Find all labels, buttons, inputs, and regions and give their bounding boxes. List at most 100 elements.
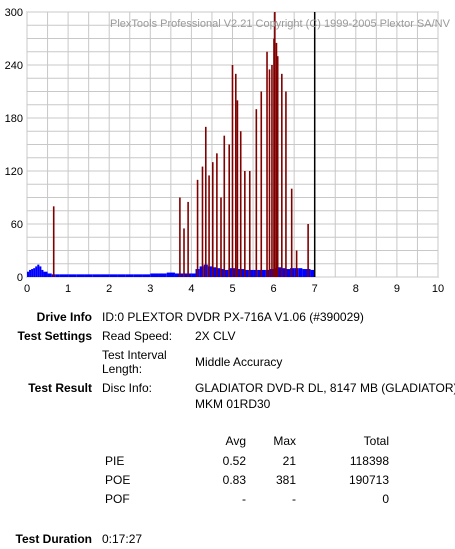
pie-bar — [39, 266, 42, 277]
pie-bar — [43, 271, 48, 277]
poe-bar — [52, 206, 55, 277]
stats-row-total: 0 — [382, 492, 389, 506]
poe-bar — [274, 12, 276, 277]
pie-bar — [228, 268, 233, 277]
poe-bar — [234, 73, 237, 277]
pie-bar — [244, 269, 249, 277]
stats-row-total: 118398 — [349, 454, 389, 468]
pie-bar — [27, 271, 30, 277]
poe-bar — [266, 51, 268, 277]
pie-bar — [302, 269, 307, 277]
stats-row-max: - — [292, 492, 296, 506]
x-tick-label: 1 — [65, 283, 71, 295]
pie-bar — [109, 274, 118, 277]
poe-bar — [211, 162, 214, 277]
test-duration-value: 0:17:27 — [102, 532, 143, 546]
pie-bar — [29, 269, 32, 277]
pie-bar — [310, 269, 315, 277]
pie-bar — [76, 274, 85, 277]
poe-bar — [244, 171, 246, 277]
y-tick-label: 240 — [5, 60, 23, 72]
x-tick-label: 3 — [147, 283, 153, 295]
pie-bar — [33, 268, 36, 277]
pie-bar — [248, 269, 254, 277]
pie-bar — [257, 269, 262, 277]
test-result-label: Test Result — [28, 381, 92, 395]
x-tick-label: 5 — [229, 283, 235, 295]
x-tick-label: 10 — [432, 283, 444, 295]
read-speed-value: 2X CLV — [195, 329, 236, 343]
stats-row-total: 190713 — [348, 473, 389, 487]
pie-bar — [277, 267, 282, 277]
poe-bar — [260, 91, 263, 277]
stats-header-avg: Avg — [225, 434, 246, 448]
poe-bar — [228, 144, 231, 277]
pie-bar — [150, 273, 159, 277]
pie-bar — [166, 272, 175, 277]
poe-bar — [295, 250, 298, 277]
poe-bar — [255, 109, 258, 278]
pie-bar — [142, 274, 151, 277]
pie-bar — [183, 273, 192, 277]
poe-bar — [183, 228, 185, 277]
y-tick-label: 180 — [5, 113, 23, 125]
pie-bar — [298, 268, 303, 277]
stats-row-max: 381 — [275, 473, 296, 487]
pie-bar — [84, 274, 93, 277]
poe-bar — [290, 188, 293, 277]
poe-bar — [187, 201, 189, 277]
pie-bar — [199, 266, 204, 277]
read-speed-label: Read Speed: — [102, 329, 173, 343]
pie-bar — [100, 274, 110, 277]
disc-info-line1: GLADIATOR DVD-R DL, 8147 MB (GLADIATOR) — [195, 381, 455, 395]
poe-bar — [223, 135, 226, 277]
stats-row-avg: 0.83 — [222, 473, 246, 487]
chart-watermark: PlexTools Professional V2.21 Copyright (… — [110, 18, 451, 30]
pie-bar — [41, 269, 44, 277]
x-tick-label: 0 — [24, 283, 30, 295]
stats-header-total: Total — [363, 434, 389, 448]
test-settings-label: Test Settings — [17, 329, 92, 343]
disc-info-line2: MKM 01RD30 — [195, 397, 271, 411]
pie-bar — [31, 269, 34, 277]
pie-bar — [59, 274, 69, 277]
pie-bar — [117, 274, 126, 277]
y-tick-label: 300 — [5, 7, 23, 19]
pie-bar — [285, 269, 291, 277]
y-tick-label: 60 — [11, 219, 23, 231]
poe-bar — [281, 73, 283, 277]
poe-bar — [179, 197, 181, 277]
x-tick-label: 6 — [271, 283, 277, 295]
x-tick-label: 9 — [394, 283, 400, 295]
pie-bar — [261, 269, 266, 277]
stats-row-name: POE — [105, 473, 131, 487]
stats-header-max: Max — [273, 434, 296, 448]
x-tick-label: 7 — [312, 283, 318, 295]
test-duration-label: Test Duration — [15, 532, 92, 546]
pie-bar — [236, 269, 241, 277]
pie-bar — [133, 274, 143, 277]
pie-bar — [37, 264, 40, 277]
stats-row-max: 21 — [282, 454, 296, 468]
poe-bar — [248, 171, 251, 277]
poe-bar — [275, 42, 278, 277]
stats-row-name: PIE — [105, 454, 125, 468]
poe-bar — [239, 131, 242, 277]
pie-bar — [211, 267, 217, 277]
poe-bar — [196, 179, 199, 277]
pie-bar — [281, 268, 286, 277]
poe-bar — [271, 65, 273, 277]
poe-bar — [273, 38, 275, 277]
y-tick-label: 120 — [5, 166, 23, 178]
y-tick-label: 0 — [17, 272, 23, 284]
poe-bar — [268, 69, 271, 278]
pie-bar — [207, 266, 212, 277]
poe-bar — [216, 153, 218, 277]
poe-bar — [201, 166, 204, 277]
x-tick-label: 2 — [106, 283, 112, 295]
pie-bar — [232, 268, 237, 277]
x-tick-label: 4 — [188, 283, 194, 295]
disc-info-label: Disc Info: — [102, 381, 153, 395]
poe-series — [52, 12, 309, 278]
test-interval-value: Middle Accuracy — [195, 355, 283, 369]
